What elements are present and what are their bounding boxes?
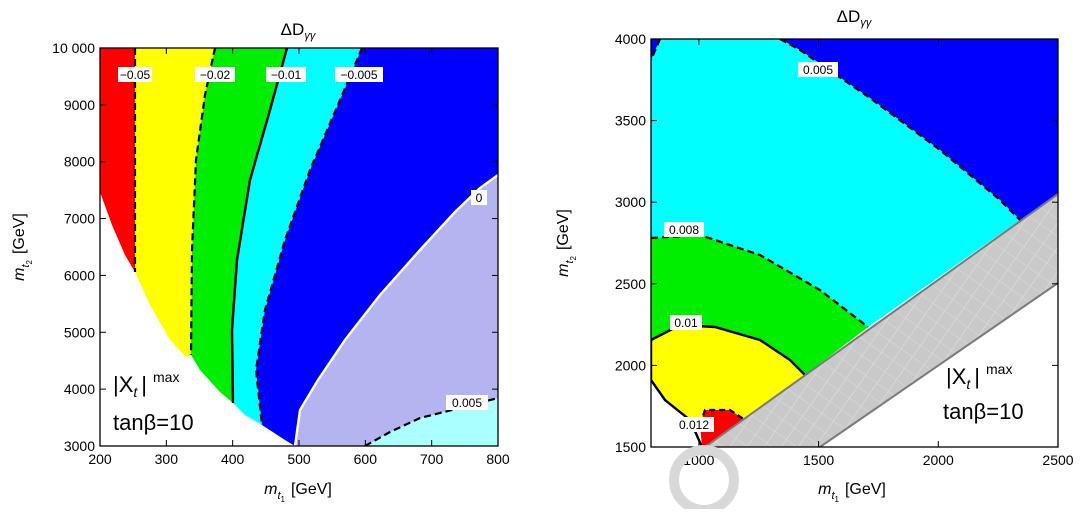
right-label-box-0012 [674, 417, 714, 432]
left-region-lavender [295, 175, 498, 446]
right-ylabel: mt2[GeV] [555, 209, 578, 277]
right-xtick-label: 2000 [923, 452, 954, 468]
left-label-box-p0005 [446, 395, 488, 410]
right-ytick-label: 4000 [615, 31, 646, 47]
right-chart-title: ΔDγγ [837, 7, 873, 29]
right-frame [650, 38, 1059, 448]
right-ytick-label: 3500 [615, 113, 646, 129]
left-contour-labels: −0.05 −0.02 −0.01 −0.005 0 0.005 [118, 67, 488, 410]
right-contour-labels: 0.005 0.008 0.01 0.012 [664, 62, 838, 432]
left-ytick-label: 10 000 [52, 40, 95, 56]
right-contour-0005 [651, 39, 1021, 221]
left-ytick-label: 4000 [64, 381, 95, 397]
left-ytick-label: 9000 [64, 97, 95, 113]
left-contour-m002 [189, 48, 217, 356]
right-band-edge-upper [704, 193, 1058, 447]
right-annotation-xt: |Xt | max [946, 361, 1012, 392]
right-region-blue [651, 39, 1058, 220]
left-xtick-label: 800 [486, 451, 510, 467]
left-xtick-label: 200 [88, 451, 112, 467]
left-xlabel: mt1[GeV] [264, 481, 332, 504]
left-label-zero: 0 [476, 191, 483, 205]
right-contour-0008 [651, 233, 869, 328]
left-axes: 200 300 400 500 600 700 800 3000 4000 5000 6000 700… [52, 40, 510, 467]
left-label-m0005: −0.005 [340, 68, 377, 82]
left-annotation-tanb: tanβ=10 [113, 410, 194, 435]
right-region-cyan [651, 39, 1020, 327]
right-label-0008: 0.008 [669, 223, 699, 237]
left-annotation: |Xt | max tanβ=10 [113, 369, 194, 435]
left-label-box-m005 [118, 67, 152, 82]
left-ytick-label: 7000 [64, 211, 95, 227]
right-ytick-label: 1500 [615, 439, 646, 455]
left-ytick-label: 6000 [64, 267, 95, 283]
left-xtick-label: 700 [420, 451, 444, 467]
right-label-0012: 0.012 [679, 418, 709, 432]
left-chart: ΔDγγ −0.05 [11, 20, 510, 504]
right-ytick-label: 3000 [615, 194, 646, 210]
left-label-box-m002 [195, 67, 235, 82]
left-region-cyan [232, 48, 362, 425]
left-xtick-label: 600 [354, 451, 378, 467]
left-ytick-label: 8000 [64, 154, 95, 170]
left-ylabel: mt2[GeV] [11, 213, 34, 281]
right-label-0005: 0.005 [803, 63, 833, 77]
left-xtick-label: 300 [155, 451, 179, 467]
left-chart-title: ΔDγγ [281, 20, 317, 42]
left-annotation-xt: |Xt | max [113, 369, 179, 400]
right-label-box-001 [670, 315, 702, 330]
right-region-green [651, 235, 868, 375]
left-ytick-label: 3000 [64, 438, 95, 454]
left-label-m005: −0.05 [120, 68, 151, 82]
right-band-edge-lower [819, 282, 1058, 447]
left-xtick-label: 400 [221, 451, 245, 467]
right-contour-001 [651, 323, 806, 447]
left-region-red [100, 48, 135, 272]
left-label-box-m0005 [335, 67, 383, 82]
right-label-box-0005 [798, 62, 838, 77]
left-contour-m001 [230, 48, 289, 404]
right-xlabel: mt1[GeV] [818, 481, 886, 504]
left-label-p0005: 0.005 [452, 396, 482, 410]
right-chart: ΔDγγ [555, 7, 1074, 504]
right-label-box-0008 [664, 222, 704, 237]
left-label-m001: −0.01 [271, 68, 302, 82]
right-xtick-label: 1500 [803, 452, 834, 468]
left-region-blue [256, 48, 498, 446]
right-xtick-label: 2500 [1042, 452, 1073, 468]
left-label-m002: −0.02 [200, 68, 231, 82]
left-label-box-m001 [266, 67, 306, 82]
right-ytick-label: 2500 [615, 276, 646, 292]
right-plot-area [651, 39, 1058, 447]
left-region-green [191, 48, 287, 403]
left-region-yellow [135, 48, 215, 357]
right-region-yellow [651, 325, 805, 425]
left-xtick-label: 500 [287, 451, 311, 467]
right-label-001: 0.01 [674, 316, 698, 330]
left-contour-m0005 [254, 48, 364, 426]
left-ytick-label: 5000 [64, 324, 95, 340]
right-annotation: |Xt | max tanβ=10 [943, 361, 1024, 424]
left-plot-area [100, 48, 498, 446]
left-label-box-zero [471, 190, 487, 205]
right-ytick-label: 2000 [615, 357, 646, 373]
right-annotation-tanb: tanβ=10 [943, 399, 1024, 424]
